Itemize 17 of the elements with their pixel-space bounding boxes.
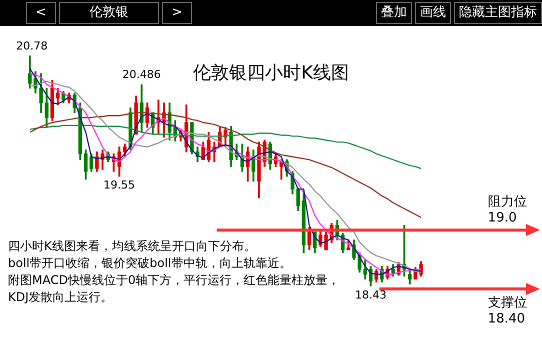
text: 叠加 bbox=[376, 2, 412, 24]
text: > bbox=[162, 2, 192, 24]
text: 隐藏主图指标 bbox=[454, 2, 542, 24]
annotation: 19.55 bbox=[104, 178, 136, 192]
text: < bbox=[26, 2, 56, 24]
annotation: 附图MACD快慢线位于0轴下方，平行运行，红色能量柱放量， bbox=[8, 272, 340, 289]
annotation: 18.43 bbox=[354, 288, 386, 302]
chart-title: 伦敦银四小时K线图 bbox=[193, 62, 349, 84]
chart-subtitle: 伦敦银 bbox=[59, 2, 159, 24]
legend-label: 支撑位 18.40 bbox=[488, 295, 527, 326]
text: KDJ发散向上运行。 bbox=[8, 289, 114, 306]
annotation: 20.78 bbox=[16, 39, 48, 52]
annotation: boll带开口收缩，银价突破boll带中轨，向上轨靠近。 bbox=[8, 255, 292, 272]
annotation: 20.486 bbox=[122, 68, 161, 82]
text: 画线 bbox=[415, 2, 451, 24]
annotation: 四小时K线图来看，均线系统呈开口向下分布。 bbox=[8, 238, 257, 255]
ref-line-label: 阻力位 19.0 bbox=[488, 194, 527, 226]
